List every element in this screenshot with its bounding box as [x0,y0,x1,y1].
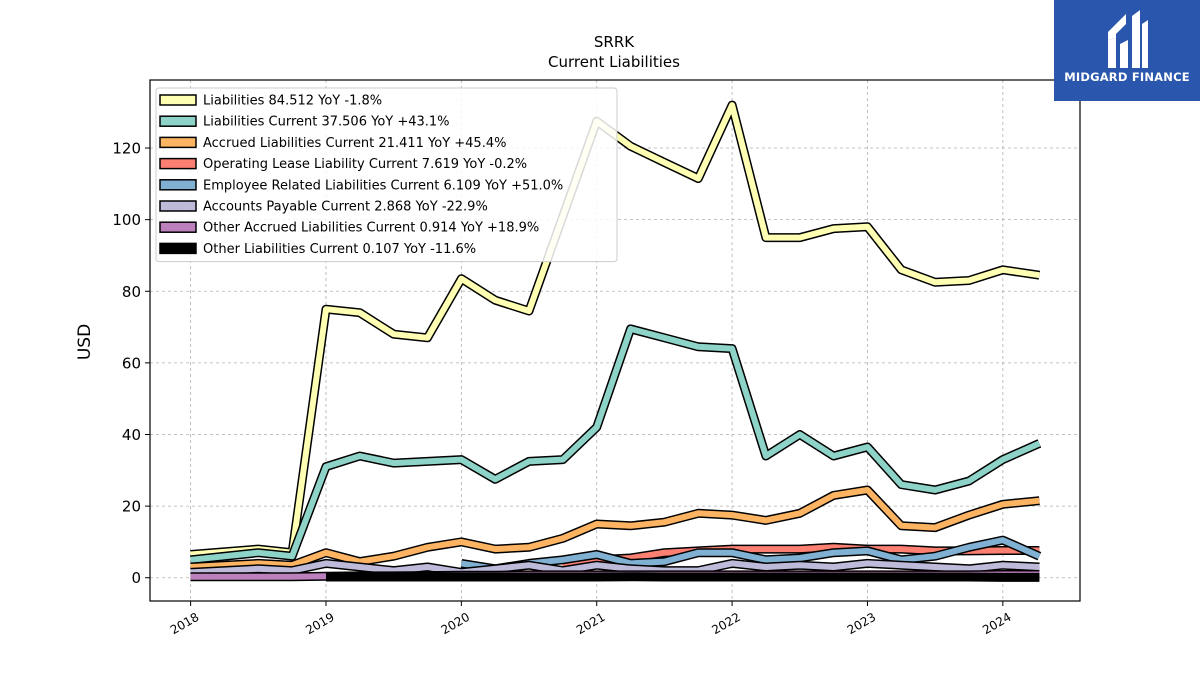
legend-item-label: Liabilities 84.512 YoY -1.8% [203,94,382,109]
series-line [190,560,1040,576]
legend-swatch [159,200,197,212]
plot-area-frame [149,79,1081,602]
legend-item-label: Other Liabilities Current 0.107 YoY -11.… [203,242,476,257]
series-line [190,102,1040,558]
y-tick-label: 0 [131,569,141,587]
x-tick-label: 2018 [168,610,201,637]
logo-text: MIDGARD FINANCE [1064,70,1190,84]
series-line [460,537,1041,572]
series-lines [190,100,1042,582]
y-tick-label: 20 [122,498,141,516]
y-tick-label: 40 [122,426,141,444]
x-tick-label: 2023 [845,610,878,637]
series-line [190,325,1041,563]
legend-swatch [159,242,197,255]
x-tick-label: 2021 [574,610,607,637]
brand-logo: MIDGARD FINANCE [1054,0,1200,101]
y-tick-label: 60 [122,354,141,372]
y-tick-label: 80 [122,283,141,301]
y-tick-label: 100 [112,211,141,229]
legend-box [155,87,618,263]
y-tick-label: 120 [112,140,141,158]
legend-item-label: Accounts Payable Current 2.868 YoY -22.9… [203,200,488,215]
x-tick-label: 2019 [303,610,336,637]
legend: Liabilities 84.512 YoY -1.8% Liabilities … [155,87,618,263]
chart-title: SRRK [594,33,635,51]
legend-swatch [159,94,197,106]
legend-swatch [159,221,197,233]
legend-swatch [159,115,197,127]
x-tick-label: 2022 [709,610,742,637]
legend-item-label: Liabilities Current 37.506 YoY +43.1% [203,115,450,130]
legend-item-label: Other Accrued Liabilities Current 0.914 … [203,221,539,236]
x-tick-label: 2020 [439,610,472,637]
legend-item-label: Employee Related Liabilities Current 6.1… [203,178,563,193]
legend-swatch [159,136,197,149]
chart-subtitle: Current Liabilities [548,53,680,71]
logo-mark-icon [1108,10,1148,68]
legend-swatch [159,157,197,170]
legend-item-label: Accrued Liabilities Current 21.411 YoY +… [203,136,506,151]
x-tick-label: 2024 [980,610,1013,637]
legend-swatch [159,179,197,191]
series-line [190,487,1040,570]
series-line [326,573,1040,581]
y-axis-label: USD [75,324,95,360]
legend-item-label: Operating Lease Liability Current 7.619 … [203,157,527,172]
